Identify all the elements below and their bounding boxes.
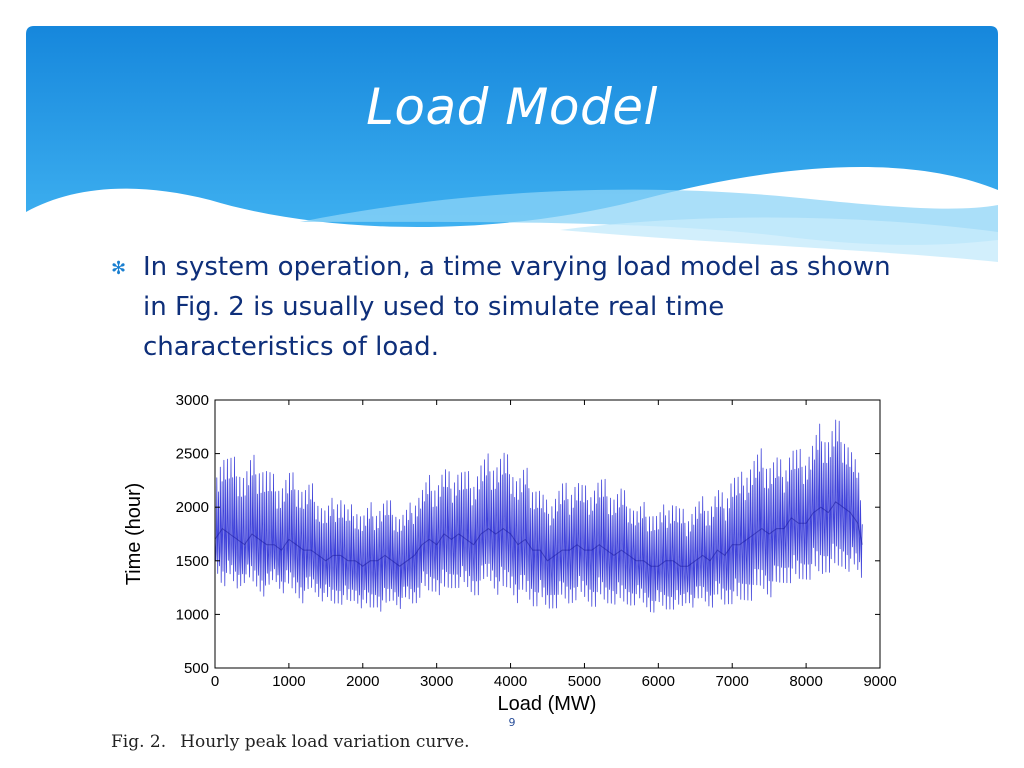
bullet-icon: ✻ (111, 258, 127, 279)
plot-frame (214, 399, 881, 669)
slide-number: 9 (508, 716, 516, 729)
y-tick-label: 3000 (176, 392, 209, 409)
x-tick-label: 8000 (789, 673, 822, 690)
y-tick-label: 2000 (176, 499, 209, 516)
load-series-line (214, 419, 863, 613)
x-tick-label: 5000 (568, 673, 601, 690)
chart-series-group (214, 419, 863, 613)
header-shape (26, 26, 998, 227)
x-tick-label: 9000 (863, 673, 896, 690)
x-tick-label: 4000 (494, 673, 527, 690)
caption-label: Fig. 2. (111, 732, 167, 752)
x-tick-label: 1000 (272, 673, 305, 690)
header-wave-pale (560, 217, 998, 262)
x-tick-label: 0 (211, 673, 219, 690)
slide-title: Load Model (366, 78, 658, 136)
load-series-core (214, 501, 863, 567)
x-tick-label: 7000 (716, 673, 749, 690)
load-chart: 0 1000 2000 3000 4000 5000 6000 7000 8000 9000 500… (123, 392, 897, 715)
x-axis-label: Load (MW) (498, 693, 597, 715)
caption-text: Hourly peak load variation curve. (180, 732, 470, 752)
x-tick-label: 6000 (642, 673, 675, 690)
y-axis-label: Time (hour) (123, 483, 145, 586)
axis-ticks (214, 399, 881, 669)
y-tick-label: 2500 (176, 446, 209, 463)
axis-tick-labels: 0 1000 2000 3000 4000 5000 6000 7000 8000 9000 500… (176, 392, 897, 690)
figure-caption: Fig. 2. Hourly peak load variation curve. (111, 732, 470, 752)
y-tick-label: 1500 (176, 553, 209, 570)
y-tick-label: 1000 (176, 606, 209, 623)
y-tick-label: 500 (184, 660, 209, 677)
bullet-text: In system operation, a time varying load… (143, 252, 891, 362)
x-tick-label: 2000 (346, 673, 379, 690)
header-banner (26, 26, 998, 262)
x-tick-label: 3000 (420, 673, 453, 690)
